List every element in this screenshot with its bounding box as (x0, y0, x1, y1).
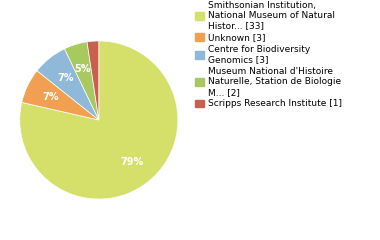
Text: 7%: 7% (42, 92, 59, 102)
Wedge shape (22, 71, 99, 120)
Wedge shape (87, 41, 99, 120)
Text: 79%: 79% (121, 157, 144, 167)
Wedge shape (65, 42, 99, 120)
Text: 5%: 5% (75, 64, 91, 74)
Text: 7%: 7% (57, 73, 74, 83)
Wedge shape (20, 41, 178, 199)
Wedge shape (37, 49, 99, 120)
Legend: Smithsonian Institution,
National Museum of Natural
Histor... [33], Unknown [3],: Smithsonian Institution, National Museum… (195, 0, 343, 109)
